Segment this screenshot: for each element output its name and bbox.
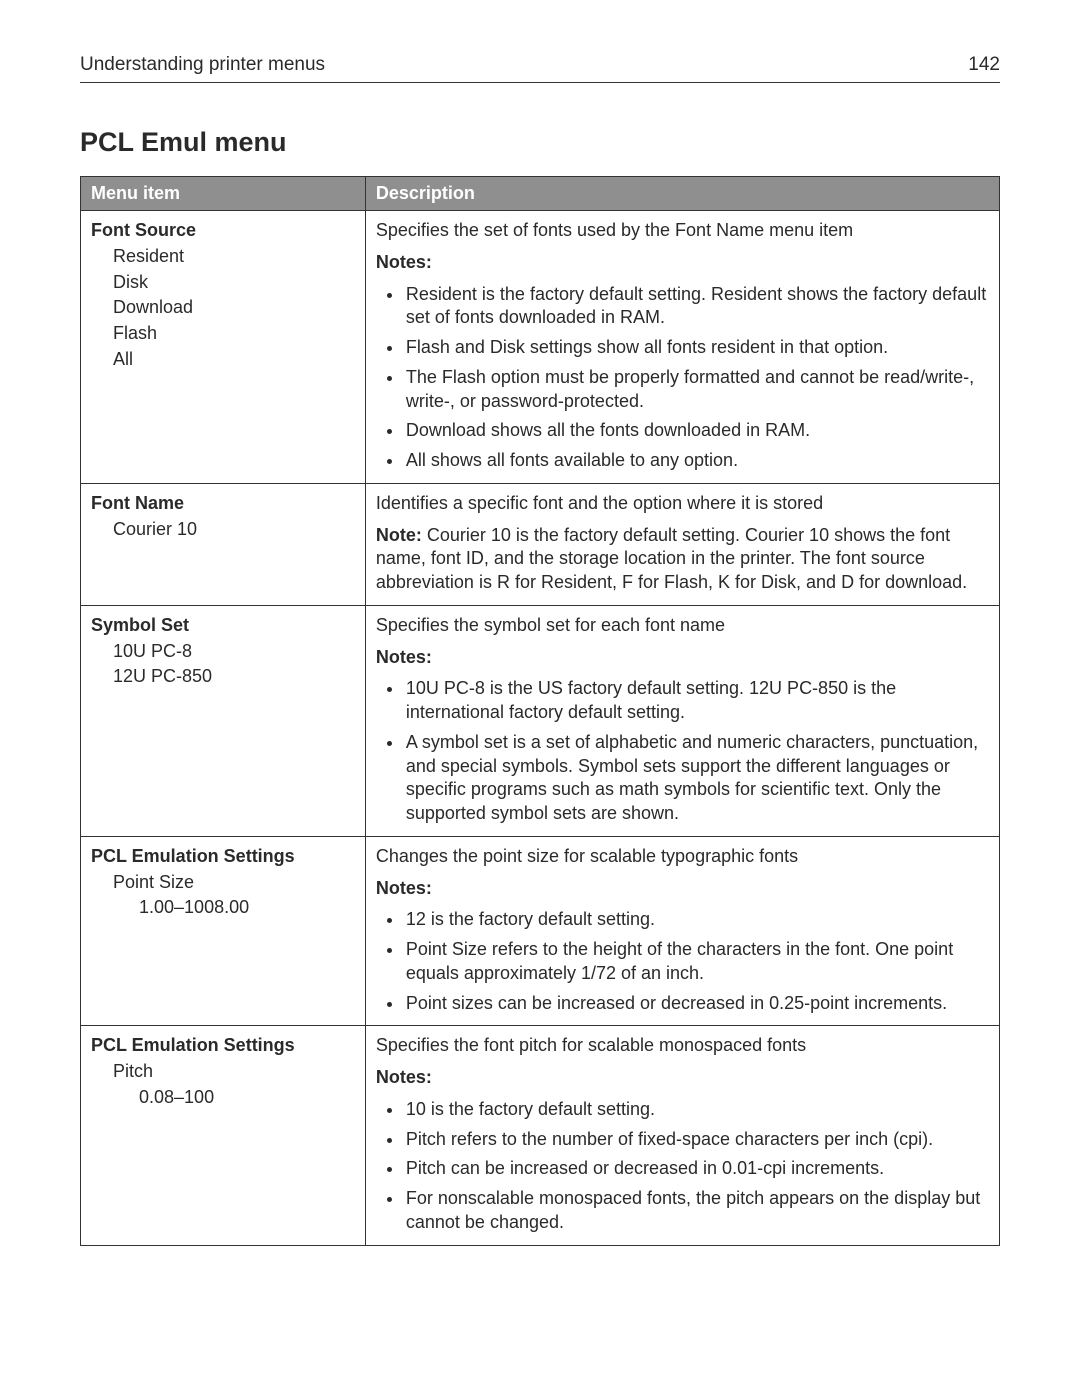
description-summary: Changes the point size for scalable typo… bbox=[376, 845, 989, 869]
menu-item-title: Font Name bbox=[91, 492, 355, 516]
note-item: Flash and Disk settings show all fonts r… bbox=[404, 336, 989, 360]
note-item: Download shows all the fonts downloaded … bbox=[404, 419, 989, 443]
notes-label: Notes: bbox=[376, 646, 989, 670]
menu-item-option: 12U PC-850 bbox=[113, 665, 355, 689]
menu-item-option: 10U PC-8 bbox=[113, 640, 355, 664]
page: Understanding printer menus 142 PCL Emul… bbox=[0, 0, 1080, 1326]
menu-table: Menu item Description Font Source Reside… bbox=[80, 176, 1000, 1246]
menu-item-cell: Font Name Courier 10 bbox=[81, 483, 366, 605]
menu-item-options: Resident Disk Download Flash All bbox=[91, 245, 355, 372]
table-row: Font Source Resident Disk Download Flash… bbox=[81, 211, 1000, 484]
note-item: 12 is the factory default setting. bbox=[404, 908, 989, 932]
header-title: Understanding printer menus bbox=[80, 54, 325, 76]
notes-list: Resident is the factory default setting.… bbox=[376, 283, 989, 473]
menu-item-cell: PCL Emulation Settings Pitch 0.08–100 bbox=[81, 1026, 366, 1245]
menu-item-options: Courier 10 bbox=[91, 518, 355, 542]
menu-item-cell: Symbol Set 10U PC-8 12U PC-850 bbox=[81, 605, 366, 836]
table-row: Symbol Set 10U PC-8 12U PC-850 Specifies… bbox=[81, 605, 1000, 836]
notes-label: Notes: bbox=[376, 1066, 989, 1090]
col-header-description: Description bbox=[365, 177, 999, 211]
notes-list: 10 is the factory default setting. Pitch… bbox=[376, 1098, 989, 1235]
menu-item-cell: Font Source Resident Disk Download Flash… bbox=[81, 211, 366, 484]
description-summary: Specifies the symbol set for each font n… bbox=[376, 614, 989, 638]
description-cell: Specifies the set of fonts used by the F… bbox=[365, 211, 999, 484]
note-item: 10 is the factory default setting. bbox=[404, 1098, 989, 1122]
menu-item-cell: PCL Emulation Settings Point Size 1.00–1… bbox=[81, 836, 366, 1026]
menu-item-options: 10U PC-8 12U PC-850 bbox=[91, 640, 355, 690]
notes-label: Notes: bbox=[376, 877, 989, 901]
notes-label: Notes: bbox=[376, 251, 989, 275]
table-row: PCL Emulation Settings Pitch 0.08–100 Sp… bbox=[81, 1026, 1000, 1245]
note-item: Point sizes can be increased or decrease… bbox=[404, 992, 989, 1016]
description-summary: Identifies a specific font and the optio… bbox=[376, 492, 989, 516]
note-item: Pitch can be increased or decreased in 0… bbox=[404, 1157, 989, 1181]
menu-item-suboption: 0.08–100 bbox=[113, 1086, 355, 1110]
note-item: Pitch refers to the number of fixed-spac… bbox=[404, 1128, 989, 1152]
note-item: For nonscalable monospaced fonts, the pi… bbox=[404, 1187, 989, 1235]
note-item: A symbol set is a set of alphabetic and … bbox=[404, 731, 989, 826]
page-number: 142 bbox=[968, 54, 1000, 76]
description-summary: Specifies the font pitch for scalable mo… bbox=[376, 1034, 989, 1058]
description-cell: Changes the point size for scalable typo… bbox=[365, 836, 999, 1026]
table-row: Font Name Courier 10 Identifies a specif… bbox=[81, 483, 1000, 605]
description-cell: Specifies the font pitch for scalable mo… bbox=[365, 1026, 999, 1245]
menu-item-option: Courier 10 bbox=[113, 518, 355, 542]
menu-item-option: Flash bbox=[113, 322, 355, 346]
note-text: Courier 10 is the factory default settin… bbox=[376, 525, 967, 593]
menu-item-options: Pitch 0.08–100 bbox=[91, 1060, 355, 1110]
running-header: Understanding printer menus 142 bbox=[80, 54, 1000, 83]
menu-item-option: Resident bbox=[113, 245, 355, 269]
note-item: The Flash option must be properly format… bbox=[404, 366, 989, 414]
menu-item-option: All bbox=[113, 348, 355, 372]
menu-item-option: Disk bbox=[113, 271, 355, 295]
note-item: Point Size refers to the height of the c… bbox=[404, 938, 989, 986]
menu-item-title: PCL Emulation Settings bbox=[91, 1034, 355, 1058]
col-header-menu-item: Menu item bbox=[81, 177, 366, 211]
description-summary: Specifies the set of fonts used by the F… bbox=[376, 219, 989, 243]
menu-item-option: Pitch bbox=[113, 1060, 355, 1084]
menu-item-title: PCL Emulation Settings bbox=[91, 845, 355, 869]
table-header-row: Menu item Description bbox=[81, 177, 1000, 211]
menu-item-title: Symbol Set bbox=[91, 614, 355, 638]
description-cell: Specifies the symbol set for each font n… bbox=[365, 605, 999, 836]
notes-list: 12 is the factory default setting. Point… bbox=[376, 908, 989, 1015]
description-cell: Identifies a specific font and the optio… bbox=[365, 483, 999, 605]
note-item: All shows all fonts available to any opt… bbox=[404, 449, 989, 473]
table-row: PCL Emulation Settings Point Size 1.00–1… bbox=[81, 836, 1000, 1026]
menu-item-option: Download bbox=[113, 296, 355, 320]
menu-item-suboption: 1.00–1008.00 bbox=[113, 896, 355, 920]
menu-item-options: Point Size 1.00–1008.00 bbox=[91, 871, 355, 921]
menu-item-title: Font Source bbox=[91, 219, 355, 243]
notes-list: 10U PC-8 is the US factory default setti… bbox=[376, 677, 989, 826]
note-inline: Note: Courier 10 is the factory default … bbox=[376, 524, 989, 595]
menu-item-option: Point Size bbox=[113, 871, 355, 895]
section-title: PCL Emul menu bbox=[80, 127, 1000, 158]
note-label: Note: bbox=[376, 525, 422, 545]
note-item: Resident is the factory default setting.… bbox=[404, 283, 989, 331]
note-item: 10U PC-8 is the US factory default setti… bbox=[404, 677, 989, 725]
